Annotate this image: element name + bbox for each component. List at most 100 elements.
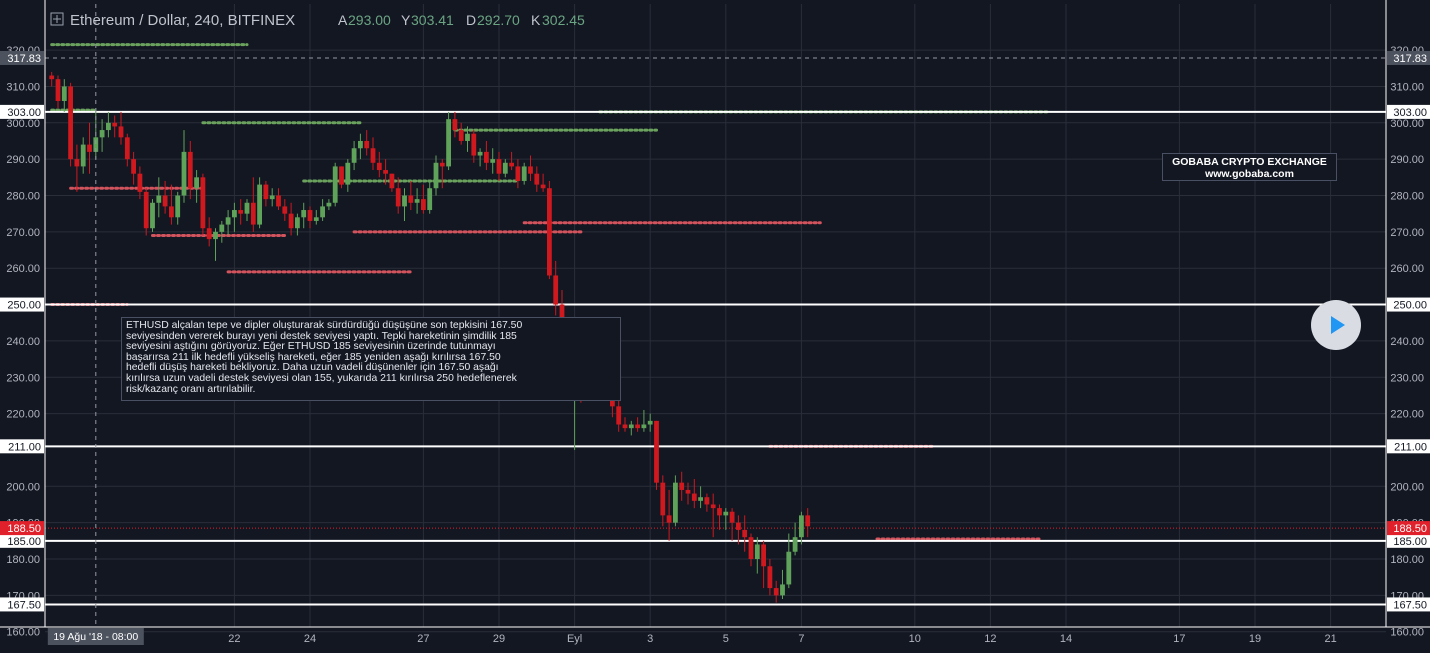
candle-body-2 — [61, 86, 67, 101]
high-label: Y — [401, 12, 411, 28]
y-tick-right-14: 160.00 — [1390, 627, 1424, 639]
candle-body-9 — [106, 122, 111, 131]
candle-body-59 — [421, 199, 426, 211]
candle-body-10 — [112, 122, 118, 127]
candle-body-77 — [534, 173, 540, 185]
level-tag-right-3-bg — [1387, 533, 1430, 548]
candle-body-28 — [225, 217, 231, 225]
candle-48 — [351, 140, 357, 171]
watermark-url: www.gobaba.com — [1205, 168, 1294, 180]
candle-27 — [219, 220, 225, 243]
candle-body-94 — [641, 424, 647, 429]
play-icon — [1331, 316, 1345, 334]
candle-118 — [792, 522, 798, 556]
candle-117 — [786, 533, 792, 589]
candle-body-51 — [370, 148, 376, 163]
y-tick-right-3: 290.00 — [1390, 154, 1424, 166]
candle-26 — [213, 228, 218, 261]
y-tick-left-6: 260.00 — [6, 263, 40, 275]
candle-body-74 — [515, 166, 521, 181]
candle-92 — [628, 420, 634, 436]
candle-25 — [206, 217, 212, 247]
candle-body-36 — [276, 195, 281, 207]
candle-98 — [666, 489, 672, 541]
candle-95 — [647, 413, 653, 432]
candle-body-62 — [439, 162, 445, 167]
candle-100 — [679, 471, 685, 501]
crosshair-tag-left-bg — [0, 50, 44, 65]
candle-body-16 — [150, 202, 155, 229]
candle-44 — [326, 199, 332, 211]
candle-119 — [799, 511, 804, 545]
low-label: D — [466, 12, 476, 28]
y-tick-left-7: 240.00 — [6, 336, 40, 348]
candle-42 — [313, 210, 319, 225]
candle-24 — [200, 173, 206, 236]
level-lines — [45, 110, 1386, 606]
candle-body-45 — [332, 166, 338, 203]
x-tick-9: 12 — [984, 633, 996, 645]
candle-body-103 — [698, 497, 703, 501]
candle-103 — [698, 486, 703, 509]
candle-body-117 — [786, 551, 792, 585]
candle-33 — [257, 177, 262, 229]
candle-body-19 — [169, 206, 174, 218]
last-price-tag-right-bg — [1387, 521, 1430, 536]
candle-body-68 — [477, 151, 483, 156]
candle-body-38 — [288, 213, 294, 229]
candle-68 — [477, 148, 483, 167]
candle-111 — [748, 533, 754, 567]
candle-body-79 — [547, 188, 552, 276]
level-tag-left-4: 167.50 — [7, 599, 41, 611]
candle-96 — [654, 420, 659, 490]
candle-body-57 — [408, 195, 414, 203]
candle-18 — [162, 180, 168, 214]
y-tick-left-12: 180.00 — [6, 554, 40, 566]
y-tick-left-10: 200.00 — [6, 481, 40, 493]
expand-plus-icon[interactable] — [50, 12, 64, 26]
chart-header: Ethereum / Dollar, 240, BITFINEX A 293.0… — [50, 12, 585, 29]
candle-body-6 — [87, 144, 92, 152]
candle-45 — [332, 162, 338, 207]
candle-body-41 — [307, 210, 313, 221]
candle-16 — [150, 199, 155, 232]
candle-99 — [673, 475, 678, 527]
candle-body-67 — [471, 133, 477, 156]
candle-body-91 — [622, 424, 628, 429]
candle-body-78 — [540, 184, 546, 189]
candle-102 — [691, 479, 697, 509]
candle-64 — [452, 111, 458, 138]
candle-body-120 — [805, 515, 811, 527]
candle-9 — [106, 111, 111, 138]
candle-4 — [74, 144, 80, 192]
candle-body-32 — [250, 202, 256, 225]
candle-80 — [553, 260, 559, 316]
candle-body-12 — [124, 137, 130, 160]
candle-body-64 — [452, 119, 458, 131]
y-tick-left-4: 280.00 — [6, 191, 40, 203]
high-value: 303.41 — [411, 12, 454, 28]
last-price-tag-left-bg — [0, 521, 44, 536]
level-tag-right-1-bg — [1387, 297, 1430, 312]
candle-8 — [99, 119, 105, 152]
analysis-note[interactable]: ETHUSD alçalan tepe ve dipler oluşturara… — [121, 317, 621, 401]
level-tag-right-0-bg — [1387, 104, 1430, 119]
candle-body-113 — [761, 544, 766, 567]
candle-body-17 — [156, 195, 162, 203]
candle-109 — [736, 515, 741, 545]
candle-body-29 — [232, 210, 237, 218]
level-tag-right-2: 211.00 — [1394, 441, 1427, 453]
candle-body-116 — [780, 584, 785, 596]
candle-3 — [68, 82, 73, 167]
candle-body-55 — [395, 188, 401, 207]
play-button[interactable] — [1311, 300, 1361, 350]
candle-11 — [118, 111, 124, 145]
y-tick-left-2: 300.00 — [6, 118, 40, 130]
candle-63 — [446, 111, 451, 171]
candle-body-76 — [528, 166, 533, 174]
candle-body-114 — [767, 566, 773, 589]
candle-body-108 — [729, 511, 735, 523]
candle-115 — [773, 580, 779, 603]
candle-29 — [232, 202, 237, 232]
y-tick-right-6: 260.00 — [1390, 263, 1424, 275]
